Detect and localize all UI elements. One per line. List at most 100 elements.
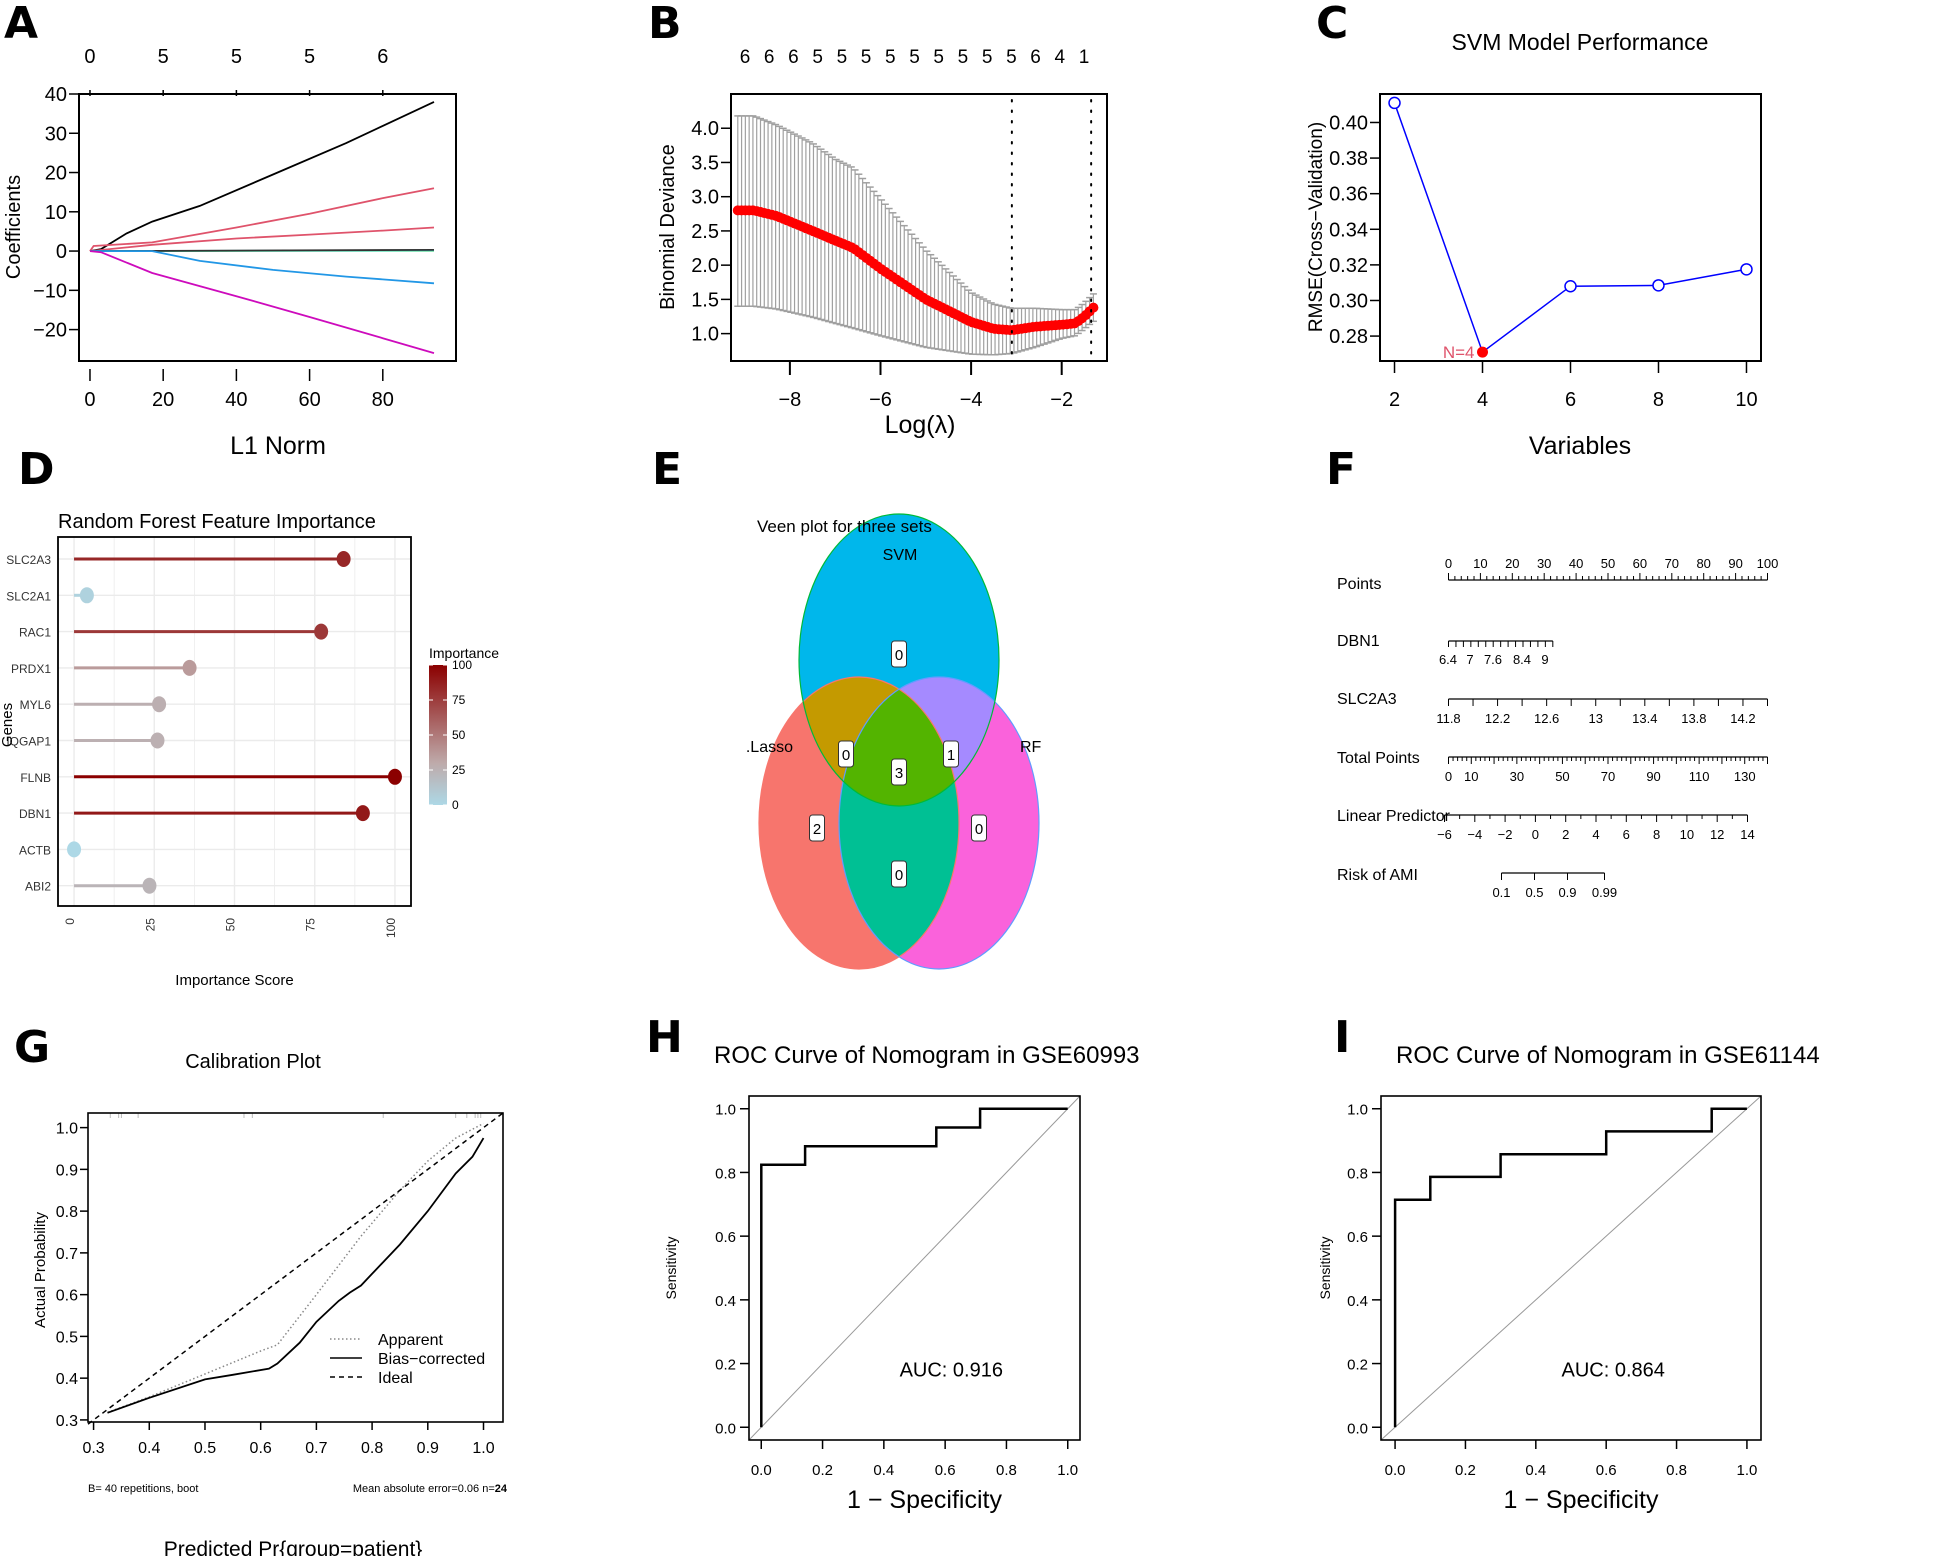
- x-axis-title: Variables: [1529, 432, 1631, 460]
- x-axis-title: L1 Norm: [230, 432, 326, 460]
- y-tick-label: 0.28: [1329, 326, 1368, 348]
- total-points-tick-label: 90: [1646, 769, 1660, 784]
- y-tick-label: 0.2: [715, 1357, 736, 1374]
- x-tick-label: 75: [304, 918, 318, 932]
- panel-d-rf-importance: SLC2A3 SLC2A1 RAC1 PRDX1 MYL6 IQGAP1 FLNB DBN1 A…: [0, 511, 499, 989]
- legend-tick-label: 75: [452, 693, 466, 707]
- panel-letter-h: H: [646, 1012, 683, 1063]
- linear-predictor-tick-label: 4: [1592, 827, 1599, 842]
- points-tick-label: 60: [1633, 556, 1647, 571]
- x-tick-label: 0.2: [1455, 1462, 1476, 1479]
- rmse-point: [1388, 96, 1401, 110]
- legend-tick-label: 0: [452, 798, 459, 812]
- y-tick-label: 0.30: [1329, 290, 1368, 312]
- x-tick-label: 1.0: [1057, 1462, 1078, 1479]
- roc-curve: [1393, 1107, 1747, 1428]
- points-tick-label: 30: [1537, 556, 1551, 571]
- total-points-tick-label: 50: [1555, 769, 1569, 784]
- x-tick-label: −8: [778, 389, 801, 411]
- y-tick-label: 0.9: [56, 1162, 78, 1179]
- x-tick-label: 0.7: [305, 1440, 327, 1457]
- venn-count-box: [891, 758, 907, 786]
- x-tick-label: 0.0: [751, 1462, 772, 1479]
- y-tick-label: 0.38: [1329, 148, 1368, 170]
- x-tick-label: 2: [1389, 389, 1400, 411]
- top-tick-label: 5: [231, 46, 242, 68]
- coefficient-path: [90, 250, 435, 285]
- gene-label: PRDX1: [11, 662, 51, 676]
- linear-predictor-tick-label: 8: [1653, 827, 1660, 842]
- risk-tick-label: 0.9: [1558, 885, 1576, 900]
- x-tick-label: 8: [1653, 389, 1664, 411]
- y-tick-label: 0.0: [1347, 1420, 1368, 1437]
- x-tick-label: 0.8: [361, 1440, 383, 1457]
- nomogram-row-label: SLC2A3: [1337, 691, 1397, 708]
- points-tick-label: 80: [1696, 556, 1710, 571]
- calibration-line: [87, 1112, 504, 1425]
- legend-label: Ideal: [378, 1370, 413, 1387]
- footer-right: Mean absolute error=0.06 n=24: [353, 1483, 508, 1495]
- chart-title: ROC Curve of Nomogram in GSE61144: [1396, 1042, 1820, 1069]
- top-tick-label: 5: [304, 46, 315, 68]
- x-tick-label: 80: [372, 389, 394, 411]
- x-tick-label: 20: [152, 389, 174, 411]
- y-tick-label: 4.0: [691, 118, 719, 140]
- best-point-label: N=4: [1443, 343, 1475, 362]
- x-axis-title: Importance Score: [175, 972, 293, 989]
- x-tick-label: 40: [225, 389, 247, 411]
- gene-label: ACTB: [19, 843, 51, 857]
- panel-letter-b: B: [648, 0, 682, 49]
- gene-label: SLC2A3: [6, 553, 51, 567]
- venn-count-box: [943, 740, 959, 768]
- x-tick-label: −4: [960, 389, 983, 411]
- venn-count-box: [891, 860, 907, 888]
- slc2a3-tick-label: 13: [1588, 711, 1602, 726]
- y-tick-label: 20: [45, 163, 67, 185]
- rmse-line: [1393, 102, 1747, 354]
- x-tick-label: 0.5: [194, 1440, 216, 1457]
- rmse-point: [1652, 279, 1665, 292]
- slc2a3-tick-label: 12.2: [1485, 711, 1510, 726]
- top-axis-label: 6: [788, 47, 799, 68]
- plot-frame: [1380, 1095, 1762, 1441]
- legend-title: Importance: [429, 645, 499, 661]
- gene-label: SLC2A1: [6, 589, 51, 603]
- panel-f-nomogram: Points DBN1 SLC2A3 Total Points Linear Predi…: [1337, 556, 1778, 900]
- top-axis-label: 6: [1030, 47, 1041, 68]
- y-tick-label: 1.0: [691, 324, 719, 346]
- total-points-tick-label: 10: [1464, 769, 1478, 784]
- y-tick-label: 0.6: [715, 1229, 736, 1246]
- x-tick-label: −2: [1050, 389, 1073, 411]
- x-tick-label: 100: [384, 918, 398, 938]
- lollipop-head: [314, 623, 329, 640]
- points-tick-label: 100: [1757, 556, 1779, 571]
- gene-label: RAC1: [19, 626, 51, 640]
- lollipop-head: [142, 877, 157, 894]
- panel-e-venn: 0 2 0 0 1 0 3 Veen plot for three sets SVM .Lasso…: [746, 513, 1042, 970]
- y-tick-label: 0.8: [56, 1204, 78, 1221]
- x-axis-title: Predicted Pr{group=patient}: [164, 1538, 423, 1556]
- slc2a3-tick-label: 11.8: [1436, 711, 1460, 726]
- x-tick-label: 4: [1477, 389, 1488, 411]
- venn-count: 0: [895, 647, 903, 664]
- x-tick-label: 0.9: [417, 1440, 439, 1457]
- linear-predictor-tick-label: 14: [1740, 827, 1754, 842]
- panel-b-lasso-cv: −8 −6 −4 −21.01.52.02.53.03.54.06 6 6 5 5 5 5 5 5 5 5…: [657, 47, 1108, 439]
- risk-tick-label: 0.99: [1592, 885, 1617, 900]
- coefficient-path: [89, 226, 435, 252]
- venn-count-box: [809, 814, 825, 842]
- x-tick-label: 0.8: [1666, 1462, 1687, 1479]
- x-axis-title: 1 − Specificity: [1504, 1486, 1659, 1514]
- coefficient-path: [89, 187, 435, 252]
- chart-title: Veen plot for three sets: [757, 517, 932, 536]
- reference-diagonal: [1380, 1095, 1762, 1441]
- total-points-tick-label: 30: [1510, 769, 1524, 784]
- footer-right-text: Mean absolute error=0.06 n=: [353, 1483, 495, 1495]
- lollipop-head: [355, 805, 370, 822]
- y-tick-label: 0.8: [715, 1165, 736, 1182]
- x-tick-label: 0.0: [1385, 1462, 1406, 1479]
- y-tick-label: 0.8: [1347, 1165, 1368, 1182]
- panel-a-lasso-coefficients: 0 20 40 60 80 0 5 5 5 6 −20 −10 0 10 20 30 40 L1 Norm Coef…: [3, 46, 457, 460]
- top-axis-label: 1: [1079, 47, 1090, 68]
